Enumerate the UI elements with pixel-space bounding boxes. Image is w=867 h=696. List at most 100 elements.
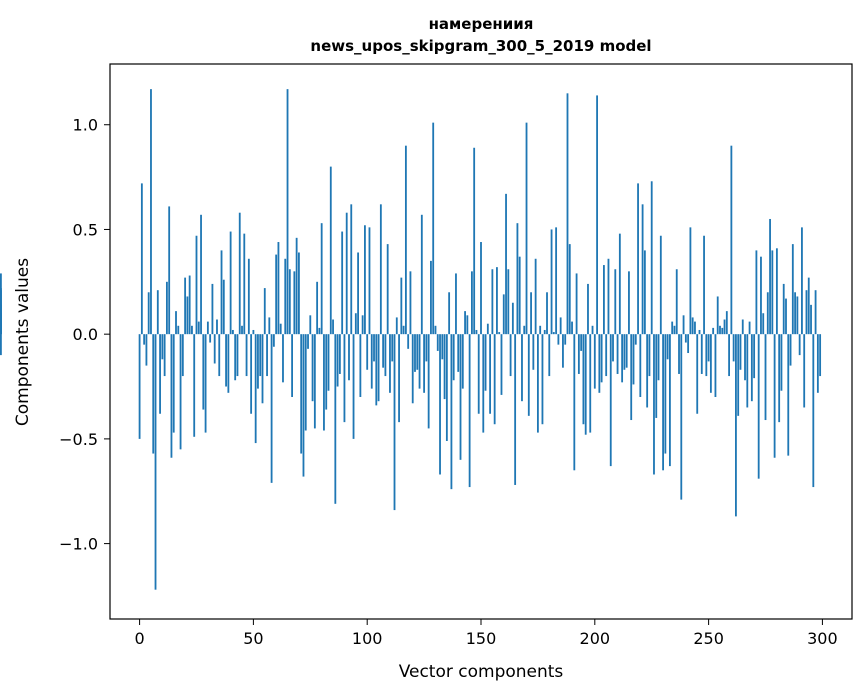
bar-215	[628, 271, 630, 335]
bar-25	[195, 235, 198, 335]
bar-191	[573, 334, 576, 471]
bar-80	[320, 223, 323, 335]
bar-274	[762, 313, 765, 335]
bar-201	[596, 95, 598, 335]
bar-218	[634, 334, 637, 345]
bar-23	[191, 325, 193, 335]
bar-52	[257, 334, 259, 389]
bar-264	[739, 334, 742, 370]
bar-82	[325, 334, 328, 410]
y-tick-label: −1.0	[59, 535, 98, 554]
bar-229	[659, 235, 662, 335]
bar-169	[523, 325, 526, 335]
bar-210	[616, 334, 619, 374]
bar-161	[505, 193, 507, 335]
bar-238	[680, 334, 683, 500]
bar-undefined	[0, 334, 2, 356]
bar-84	[329, 166, 332, 335]
bar-109	[386, 244, 389, 335]
bar-76	[311, 334, 314, 402]
x-tick-label: 0	[134, 629, 144, 648]
bar-112	[393, 334, 396, 511]
bar-197	[587, 283, 589, 335]
bar-16	[175, 311, 177, 335]
bar-13	[168, 206, 171, 335]
bar-279	[773, 334, 776, 458]
bar-43	[236, 334, 239, 377]
bar-284	[785, 298, 787, 335]
chart-subtitle: news_upos_skipgram_300_5_2019 model	[310, 37, 651, 55]
bar-40	[229, 231, 232, 335]
bar-128	[430, 260, 432, 335]
bar-122	[416, 334, 419, 370]
bar-0	[138, 334, 141, 439]
bars-group	[0, 89, 822, 590]
bar-5	[150, 89, 152, 335]
bar-51	[254, 334, 257, 444]
bar-32	[211, 283, 214, 335]
bar-173	[532, 334, 535, 370]
bar-137	[450, 334, 453, 490]
y-tick-label: 0.5	[73, 220, 98, 239]
bar-96	[357, 252, 359, 335]
bar-247	[700, 334, 703, 374]
bar-120	[411, 334, 414, 404]
bar-68	[293, 271, 296, 335]
bar-62	[279, 323, 282, 335]
bar-89	[341, 231, 344, 335]
bar-67	[291, 334, 293, 397]
bar-239	[682, 315, 685, 335]
bar-258	[725, 311, 728, 335]
bar-220	[639, 334, 642, 397]
bar-140	[457, 334, 460, 372]
bar-138	[452, 334, 455, 381]
bar-224	[648, 334, 651, 377]
bar-187	[564, 334, 567, 345]
bar-124	[420, 214, 423, 335]
bar-275	[764, 334, 767, 421]
bar-57	[268, 317, 271, 335]
bar-28	[202, 334, 205, 410]
bar-142	[461, 334, 464, 389]
bar-114	[398, 334, 400, 423]
bar-245	[696, 334, 699, 414]
bar-251	[709, 334, 712, 393]
bar-248	[703, 235, 705, 335]
bar-190	[571, 321, 573, 335]
bar-54	[261, 334, 264, 404]
bar-73	[304, 334, 307, 431]
bar-14	[170, 334, 173, 458]
bar-58	[270, 334, 273, 483]
bar-289	[796, 296, 799, 335]
bar-199	[591, 325, 594, 335]
bar-202	[598, 334, 601, 393]
bar-236	[675, 269, 678, 335]
y-tick-label: 1.0	[73, 116, 98, 135]
bar-262	[735, 334, 737, 517]
bar-10	[161, 334, 164, 360]
bar-56	[266, 334, 268, 377]
bar-90	[343, 334, 346, 423]
bar-178	[543, 329, 546, 335]
bar-208	[612, 334, 614, 362]
bar-143	[464, 311, 466, 335]
bar-185	[559, 317, 562, 335]
bar-133	[441, 334, 444, 360]
x-axis-ticks: 0 50 100 150 200 250 300	[134, 619, 838, 648]
bar-39	[227, 334, 230, 393]
bar-12	[165, 281, 168, 335]
bar-188	[566, 93, 569, 335]
bar-21	[186, 296, 189, 335]
bar-259	[728, 334, 730, 377]
bar-299	[819, 334, 822, 377]
bar-213	[623, 334, 626, 370]
bar-292	[803, 334, 806, 408]
bar-127	[427, 334, 430, 429]
bar-47	[245, 334, 248, 377]
bar-149	[477, 334, 480, 414]
bar-147	[473, 147, 476, 335]
bar-200	[593, 334, 596, 389]
bar-77	[313, 334, 316, 429]
bar-158	[498, 332, 501, 335]
